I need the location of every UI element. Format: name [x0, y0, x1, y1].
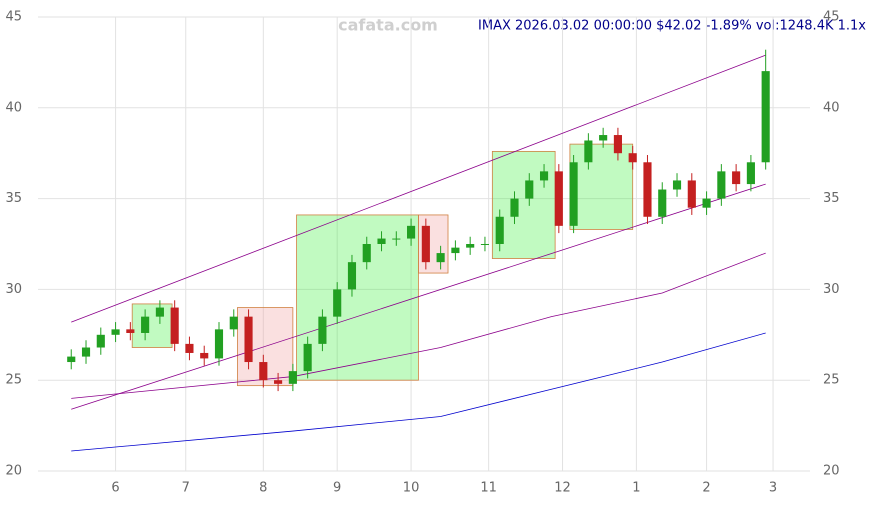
candle-body [303, 343, 312, 372]
candle-body [717, 171, 726, 199]
candle-body [155, 307, 164, 317]
overlay-line [71, 54, 766, 323]
x-tick-label: 12 [554, 481, 571, 496]
overlay-line [71, 252, 766, 399]
candle-body [510, 198, 519, 217]
candle-body [643, 162, 652, 217]
candle-body [702, 198, 711, 208]
candle-body [436, 253, 445, 263]
candle-body [67, 356, 76, 363]
y-tick-label-right: 30 [823, 282, 840, 297]
x-tick-label: 9 [333, 481, 341, 496]
candle-body [96, 334, 105, 348]
overlay-line [71, 332, 766, 452]
x-tick-label: 2 [702, 481, 710, 496]
candle-body [569, 162, 578, 226]
candle-body [362, 244, 371, 263]
candle-body [347, 262, 357, 290]
candle-body [288, 371, 297, 384]
y-tick-label: 20 [5, 464, 22, 479]
watermark: cafata.com [338, 16, 438, 35]
candle-body [628, 153, 637, 163]
candle-body [480, 244, 490, 245]
zone [569, 143, 634, 230]
candle-body [421, 225, 430, 263]
x-tick-label: 3 [769, 481, 777, 496]
y-tick-label: 35 [5, 191, 22, 206]
candle-body [200, 352, 209, 359]
candle-body [599, 135, 608, 141]
y-tick-label: 25 [5, 373, 22, 388]
y-tick-label-right: 20 [823, 464, 840, 479]
candle-body [495, 216, 504, 244]
zone [131, 303, 173, 348]
candle-body [732, 171, 741, 185]
chart-title: IMAX 2026.03.02 00:00:00 $42.02 -1.89% v… [478, 19, 866, 34]
y-tick-label-right: 35 [823, 191, 840, 206]
x-tick-label: 8 [259, 481, 267, 496]
candle-body [761, 71, 770, 163]
candle-body [214, 329, 224, 359]
candle-body [658, 189, 667, 217]
y-tick-label: 45 [5, 10, 22, 25]
candle-body [333, 289, 342, 317]
y-tick-label-right: 45 [823, 10, 840, 25]
candle-body [274, 380, 283, 384]
y-tick-label-right: 40 [823, 100, 840, 115]
candle-body [170, 307, 179, 344]
x-tick-label: 10 [403, 481, 420, 496]
candle-body [111, 329, 120, 335]
overlay-line [71, 183, 766, 410]
candle-body [244, 316, 253, 363]
candle-body [377, 238, 386, 244]
y-tick-label-right: 25 [823, 373, 840, 388]
x-tick-label: 7 [182, 481, 190, 496]
candle-body [229, 316, 238, 330]
x-tick-label: 6 [111, 481, 119, 496]
zone [296, 214, 419, 381]
x-tick-label: 11 [480, 481, 497, 496]
candle-body [185, 343, 194, 353]
candle-body [746, 162, 755, 185]
candle-body [141, 316, 150, 333]
y-tick-label: 40 [5, 100, 22, 115]
candle-body [672, 180, 682, 190]
candle-body [584, 140, 593, 163]
candle-body [613, 135, 622, 154]
y-tick-label: 30 [5, 282, 22, 297]
candle-body [539, 171, 549, 181]
candle-body [318, 316, 327, 344]
x-tick-label: 1 [632, 481, 640, 496]
candle-body [407, 225, 416, 239]
candle-body [466, 244, 475, 248]
candle-body [687, 180, 696, 208]
candle-body [126, 329, 135, 333]
candle-body [554, 171, 563, 226]
candle-body [392, 238, 401, 240]
candle-body [259, 362, 268, 381]
candle-body [451, 247, 460, 254]
candle-body [81, 347, 91, 357]
candle-body [525, 180, 534, 199]
